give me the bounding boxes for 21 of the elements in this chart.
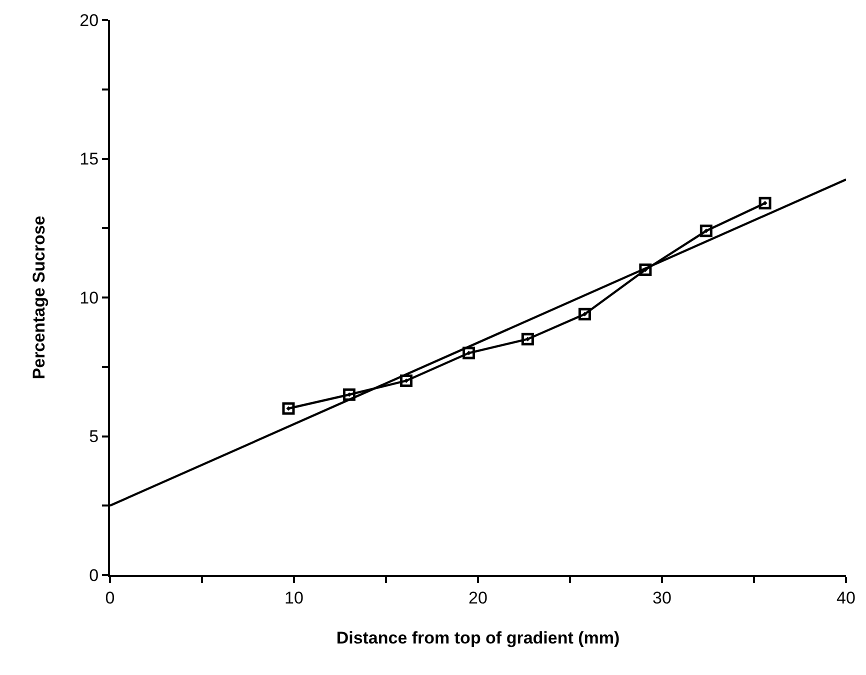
x-tick-label: 30 bbox=[652, 588, 672, 608]
y-tick-label: 15 bbox=[80, 150, 99, 169]
x-tick-label: 20 bbox=[468, 588, 488, 608]
y-tick-label: 20 bbox=[80, 10, 99, 30]
point bbox=[639, 264, 652, 276]
y-tick-label: 10 bbox=[80, 288, 99, 308]
point bbox=[462, 346, 476, 360]
point bbox=[342, 388, 356, 401]
point bbox=[758, 196, 772, 210]
point bbox=[700, 224, 712, 238]
y-tick-label: 0 bbox=[89, 566, 99, 585]
x-tick-label: 40 bbox=[836, 588, 856, 608]
point bbox=[400, 374, 412, 387]
point bbox=[282, 402, 295, 415]
y-tick-label: 5 bbox=[89, 427, 99, 446]
x-axis-title: Distance from top of gradient (mm) bbox=[336, 628, 620, 648]
point bbox=[521, 332, 534, 346]
x-tick-label: 10 bbox=[284, 588, 304, 608]
x-tick-label: 0 bbox=[105, 588, 115, 608]
y-axis-title: Percentage Sucrose bbox=[30, 216, 49, 380]
point bbox=[578, 308, 591, 320]
